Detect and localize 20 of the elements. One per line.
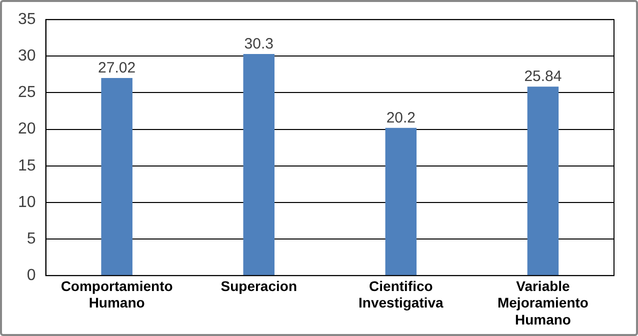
data-label: 20.2	[386, 109, 416, 126]
y-tick-label: 35	[18, 11, 36, 28]
data-label: 30.3	[244, 36, 274, 53]
bar	[243, 54, 274, 276]
y-tick-label: 10	[18, 194, 36, 211]
bar	[101, 78, 132, 276]
data-label: 25.84	[524, 68, 562, 86]
y-tick-label: 15	[18, 157, 36, 174]
x-tick-label: Cientifico Investigativa	[358, 278, 444, 311]
data-label: 27.02	[98, 60, 136, 77]
y-tick-label: 0	[26, 267, 36, 284]
y-tick-label: 25	[18, 84, 36, 102]
y-tick-label: 20	[18, 120, 36, 138]
x-tick-label: Superacion	[220, 278, 297, 294]
x-tick-label: Comportamiento Humano	[60, 278, 173, 311]
bar	[527, 86, 559, 276]
y-tick-label: 30	[18, 48, 36, 65]
x-tick-label: Variable Mejoramiento Humano	[497, 278, 588, 328]
y-tick-label: 5	[26, 230, 36, 248]
bar	[385, 128, 417, 276]
